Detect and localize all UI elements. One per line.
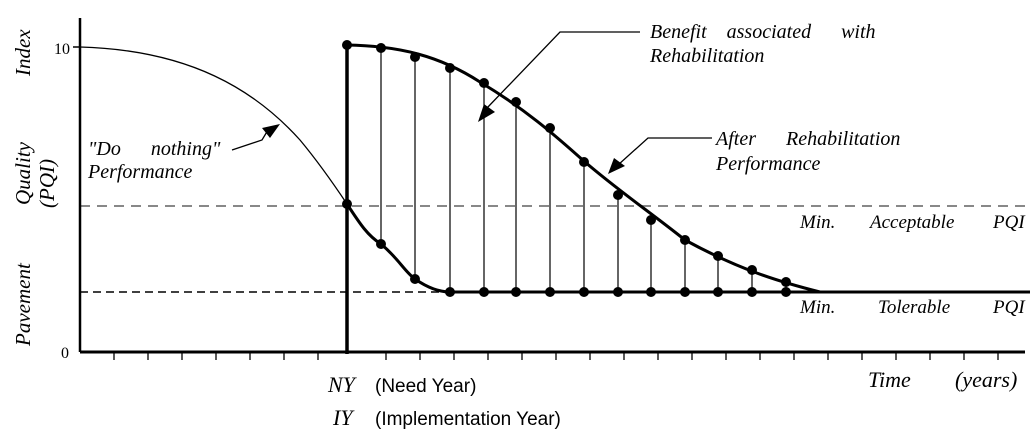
y-axis-label-word1: Pavement [11,262,35,347]
after-rehab-arrowhead [608,158,625,174]
lower-curve-dot [613,287,623,297]
x-axis-label-unit: (years) [955,367,1017,392]
after-rehab-dot [646,215,656,225]
min-tolerable-w2: Tolerable [878,297,950,318]
lower-curve-dot [410,274,420,284]
after-rehab-dot [511,97,521,107]
benefit-arrow-leader [486,31,640,109]
do-nothing-curve [79,46,348,205]
lower-curve-dot [511,287,521,297]
lower-curve-dot [445,287,455,297]
min-tolerable-w3: PQI [992,297,1026,318]
min-acceptable-w1: Min. [799,212,835,233]
min-tolerable-w1: Min. [799,297,835,318]
x-axis-ticks [113,352,999,360]
y-tick-top-label: 10 [54,41,70,58]
after-rehab-arrow-leader [617,137,712,166]
lower-curve-dot [479,287,489,297]
after-rehab-label-line2: Performance [715,153,821,175]
after-rehab-dot [342,40,352,50]
lower-curve-dot [376,239,386,249]
benefit-label-line2: Rehabilitation [649,45,764,67]
lower-curve-dot [545,287,555,297]
after-rehab-dot [680,235,690,245]
ny-label: NY [327,372,358,397]
after-rehab-dot [445,63,455,73]
iy-description: (Implementation Year) [375,409,561,430]
after-rehab-dot [479,78,489,88]
do-nothing-arrow-leader [231,129,269,151]
rehab-drop-curve [345,203,451,294]
lower-curve-dot [713,287,723,297]
curve-dots [342,40,791,297]
benefit-arrowhead [478,104,495,122]
min-acceptable-w3: PQI [992,212,1026,233]
y-axis-label-word2: Quality [11,141,35,205]
do-nothing-arrowhead [262,124,280,138]
lower-curve-dot [781,287,791,297]
after-rehab-dot [579,157,589,167]
y-axis-label-abbrev: (PQI) [35,159,59,208]
lower-curve-dot [680,287,690,297]
lower-curve-dot [747,287,757,297]
lower-curve-dot [579,287,589,297]
after-rehab-dot [545,123,555,133]
y-tick-bottom-label: 0 [61,345,69,362]
ny-description: (Need Year) [375,376,476,397]
benefit-label-line1: Benefit associated with [650,21,876,43]
do-nothing-label-line1: "Do nothing" [88,138,221,160]
after-rehab-label-line1: After Rehabilitation [714,128,900,150]
lower-curve-dot [342,199,352,209]
x-axis-label-time: Time [868,367,911,392]
lower-curve-dot [646,287,656,297]
do-nothing-label-line2: Performance [87,161,193,183]
after-rehab-dot [410,52,420,62]
after-rehab-dot [713,251,723,261]
after-rehab-dot [747,265,757,275]
min-acceptable-w2: Acceptable [868,212,954,233]
y-axis-label-word3: Index [11,29,35,77]
after-rehab-dot [376,43,386,53]
after-rehab-dot [613,190,623,200]
after-rehab-dot [781,277,791,287]
iy-label: IY [332,405,355,430]
